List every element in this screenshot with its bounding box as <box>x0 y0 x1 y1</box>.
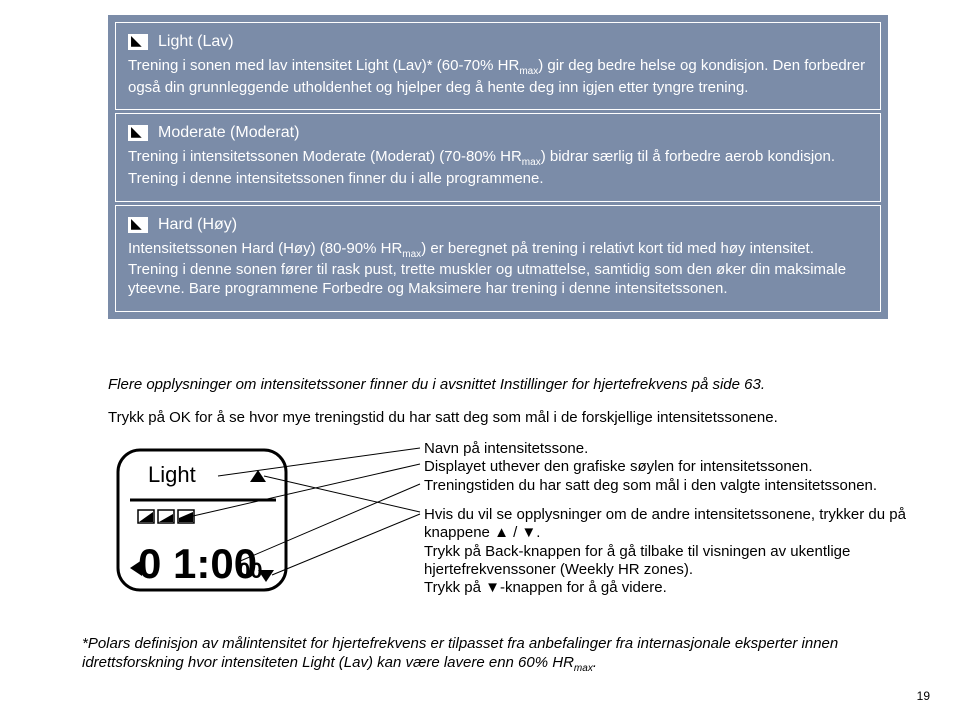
intensity-zones-box: Light (Lav) Trening i sonen med lav inte… <box>108 15 888 319</box>
page-number: 19 <box>917 689 930 703</box>
zone-moderate-icon <box>128 125 148 141</box>
zone-moderate-title: Moderate (Moderat) <box>158 124 299 142</box>
watch-display-svg: Light 0 1:00 00 <box>108 440 428 630</box>
zone-hard-body: Intensitetssonen Hard (Høy) (80-90% HRma… <box>128 240 868 299</box>
pointer-training-time: Treningstiden du har satt deg som mål i … <box>424 477 944 495</box>
zone-light: Light (Lav) Trening i sonen med lav inte… <box>115 22 881 110</box>
zone-light-icon <box>128 34 148 50</box>
svg-text:Light: Light <box>148 462 196 487</box>
pointer-graphic-bar: Displayet uthever den grafiske søylen fo… <box>424 458 944 476</box>
zone-moderate: Moderate (Moderat) Trening i intensitets… <box>115 113 881 201</box>
pointer-down-continue: Trykk på ▼-knappen for å gå videre. <box>424 579 960 597</box>
svg-text:00: 00 <box>238 558 262 583</box>
zone-light-title: Light (Lav) <box>158 33 234 51</box>
zone-hard: Hard (Høy) Intensitetssonen Hard (Høy) (… <box>115 205 881 312</box>
polar-disclaimer: *Polars definisjon av målintensitet for … <box>82 635 892 675</box>
pointer-buttons-updown: Hvis du vil se opplysninger om de andre … <box>424 506 960 543</box>
zone-hard-title: Hard (Høy) <box>158 216 237 234</box>
zone-moderate-body: Trening i intensitetssonen Moderate (Mod… <box>128 148 868 188</box>
info-ok-instruction: Trykk på OK for å se hvor mye treningsti… <box>108 408 888 428</box>
manual-page: Light (Lav) Trening i sonen med lav inte… <box>0 0 960 721</box>
pointer-zone-name: Navn på intensitetssone. <box>424 440 944 458</box>
info-zones-reference: Flere opplysninger om intensitetssoner f… <box>108 375 888 395</box>
zone-hard-icon <box>128 217 148 233</box>
zone-light-body: Trening i sonen med lav intensitet Light… <box>128 57 868 97</box>
pointer-back-button: Trykk på Back-knappen for å gå tilbake t… <box>424 543 960 580</box>
